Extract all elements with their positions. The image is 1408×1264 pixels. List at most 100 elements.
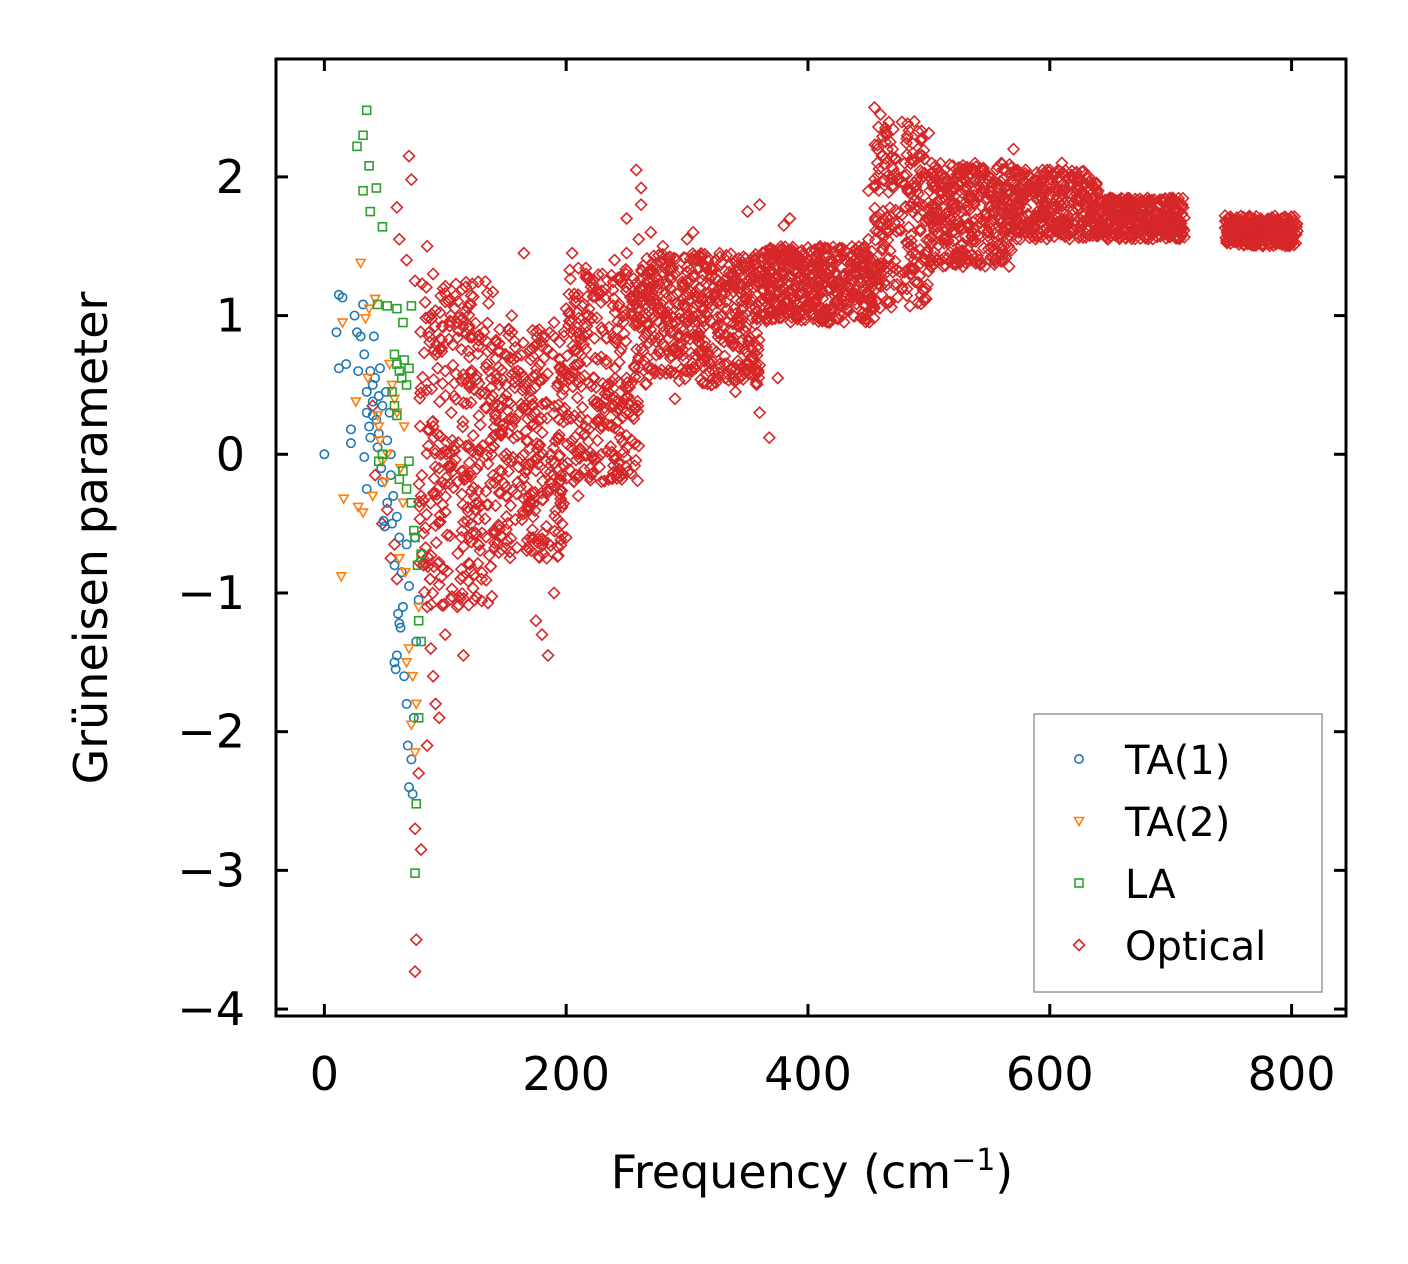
optical-band-point: [644, 265, 658, 279]
optical-band-point: [1011, 178, 1025, 192]
data-point: [547, 315, 561, 330]
optical-band-point: [676, 279, 690, 293]
optical-band-point: [645, 256, 659, 270]
optical-band-point: [1259, 227, 1273, 242]
optical-band-point: [460, 514, 475, 528]
data-point: [406, 301, 417, 311]
optical-band-point: [749, 304, 763, 319]
optical-band-point: [490, 372, 504, 386]
data-point: [413, 615, 424, 626]
optical-band-point: [413, 325, 428, 339]
optical-band-point: [569, 453, 583, 467]
data-point: [783, 211, 797, 226]
optical-band-point: [699, 260, 713, 274]
data-point: [410, 868, 420, 878]
optical-band-point: [844, 268, 858, 282]
optical-band-point: [682, 287, 696, 301]
optical-band-point: [640, 361, 655, 375]
optical-band-point: [478, 386, 492, 400]
optical-band-point: [1040, 232, 1054, 246]
optical-band-point: [539, 395, 553, 410]
optical-band-point: [469, 368, 484, 382]
optical-band-point: [632, 439, 646, 453]
optical-band-point: [459, 439, 473, 453]
optical-band-point: [642, 305, 656, 319]
optical-band-point: [734, 294, 749, 308]
optical-band-point: [691, 253, 705, 267]
optical-band-point: [447, 376, 462, 390]
optical-band-point: [563, 313, 578, 327]
optical-band-point: [553, 361, 567, 376]
data-point: [394, 532, 405, 543]
optical-band-point: [867, 311, 881, 325]
optical-band-point: [872, 162, 886, 176]
optical-band-point: [701, 345, 715, 359]
optical-band-point: [981, 224, 995, 238]
optical-band-point: [1278, 210, 1292, 224]
optical-band-point: [468, 316, 483, 330]
optical-band-point: [895, 115, 909, 129]
data-point: [535, 627, 549, 642]
data-point: [391, 511, 402, 522]
optical-band-point: [481, 345, 495, 359]
data-point: [377, 222, 388, 232]
optical-band-point: [568, 358, 582, 372]
optical-band-point: [974, 162, 988, 177]
optical-band-point: [606, 283, 620, 297]
optical-band-point: [569, 344, 583, 358]
optical-band-point: [587, 289, 602, 303]
optical-band-point: [525, 397, 539, 412]
data-point: [517, 246, 531, 260]
optical-band-point: [484, 393, 498, 407]
optical-band-point: [545, 477, 559, 491]
optical-band-point: [461, 321, 476, 336]
data-point: [352, 141, 362, 152]
optical-band-point: [1022, 178, 1036, 192]
optical-band-point: [936, 185, 950, 199]
data-point: [372, 299, 383, 310]
data-point: [849, 260, 863, 274]
optical-band-point: [489, 428, 503, 442]
optical-band-point: [493, 464, 507, 478]
data-point: [644, 322, 658, 337]
data-point: [680, 274, 694, 288]
optical-band-point: [659, 366, 673, 381]
optical-band-point: [726, 274, 740, 288]
optical-band-point: [749, 376, 763, 390]
optical-band-point: [573, 424, 588, 438]
optical-band-point: [532, 323, 546, 337]
optical-band-point: [1114, 222, 1128, 236]
data-point: [392, 232, 406, 246]
optical-band-point: [846, 254, 860, 268]
data-point: [374, 436, 386, 447]
optical-band-point: [968, 156, 982, 170]
data-point: [837, 267, 851, 281]
optical-band-point: [557, 329, 571, 343]
optical-band-point: [738, 258, 752, 272]
optical-band-point: [462, 297, 476, 311]
optical-band-point: [810, 260, 824, 274]
data-point: [411, 798, 422, 809]
optical-band-point: [594, 475, 609, 489]
optical-band-point: [677, 353, 691, 367]
optical-band-point: [714, 255, 728, 269]
optical-band-point: [996, 172, 1010, 187]
optical-band-point: [925, 156, 939, 170]
optical-band-point: [427, 560, 441, 574]
plot-frame: [274, 57, 1348, 1018]
optical-band-point: [613, 430, 627, 445]
optical-band-point: [777, 253, 791, 267]
optical-band-point: [853, 244, 867, 258]
data-point: [450, 315, 464, 330]
optical-band-point: [886, 162, 900, 176]
optical-band-point: [450, 330, 465, 345]
optical-band-point: [482, 548, 496, 563]
data-point: [394, 366, 405, 376]
optical-band-point: [457, 539, 471, 554]
optical-band-point: [717, 349, 732, 363]
data-point: [634, 181, 648, 195]
optical-band-point: [1172, 204, 1186, 218]
optical-band-point: [532, 373, 546, 387]
optical-band-point: [467, 593, 481, 607]
optical-band-point: [480, 357, 494, 371]
